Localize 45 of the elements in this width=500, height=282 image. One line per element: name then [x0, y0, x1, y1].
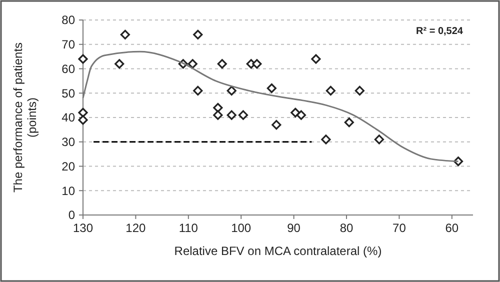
x-axis-title: Relative BFV on MCA contralateral (%) — [174, 244, 382, 258]
point — [78, 115, 88, 125]
point — [326, 86, 336, 96]
point — [354, 86, 364, 96]
point — [272, 120, 282, 130]
point — [120, 30, 130, 40]
point — [374, 134, 384, 144]
point — [78, 108, 88, 118]
annotation: R² = 0,524 — [416, 26, 464, 37]
x-tick-label: 100 — [231, 221, 252, 235]
x-tick-label: 110 — [178, 221, 198, 235]
y-tick-label: 30 — [62, 135, 76, 150]
y-axis-title: The performance of patients (points) — [11, 42, 39, 193]
y-tick-label: 50 — [62, 86, 76, 100]
y-tick-label: 80 — [62, 13, 76, 28]
x-tick-label: 80 — [340, 221, 354, 235]
point — [213, 102, 223, 113]
x-tick-label: 70 — [392, 221, 406, 235]
point — [252, 59, 262, 69]
x-tick-label: 90 — [287, 221, 301, 235]
point — [78, 54, 88, 64]
y-tick-label: 20 — [62, 159, 76, 174]
x-tick-label: 120 — [126, 221, 146, 235]
point — [114, 59, 124, 69]
point — [193, 86, 203, 96]
point — [188, 59, 198, 69]
point — [213, 110, 223, 120]
point — [311, 54, 321, 64]
point — [321, 134, 331, 144]
y-tick-label: 60 — [62, 62, 76, 76]
point — [226, 86, 236, 96]
y-tick-label: 0 — [68, 208, 76, 222]
y-tick-label: 40 — [62, 110, 76, 125]
point — [226, 110, 236, 120]
point — [290, 108, 300, 118]
y-tick-label: 10 — [62, 184, 76, 198]
point — [266, 83, 276, 94]
point — [296, 110, 306, 120]
point — [217, 59, 227, 69]
y-tick-label: 70 — [62, 38, 76, 52]
x-tick-label: 60 — [445, 221, 459, 235]
point — [193, 30, 203, 40]
x-tick-label: 130 — [72, 221, 94, 235]
point — [344, 118, 354, 128]
point — [238, 110, 248, 120]
